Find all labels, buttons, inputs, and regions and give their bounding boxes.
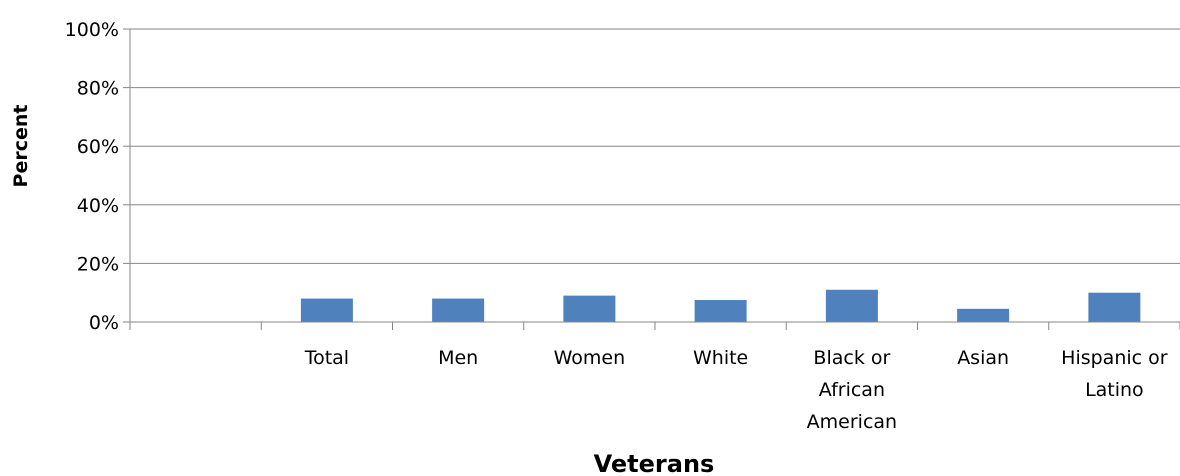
axes: 0% 20% 40% 60% 80% 100% Total Men Women White Blac… — [65, 19, 1180, 433]
bar — [694, 300, 747, 322]
bar — [1088, 292, 1141, 322]
x-tick-label: White — [693, 347, 748, 369]
y-tick-label: 40% — [77, 195, 119, 217]
gridlines — [130, 28, 1180, 264]
y-axis-title: Percent — [10, 105, 32, 188]
x-axis-title: Veterans — [594, 450, 715, 476]
bar — [957, 308, 1010, 322]
x-tick-label: Hispanic or — [1061, 347, 1168, 369]
bar — [300, 298, 353, 322]
x-tick-label: Women — [554, 347, 626, 369]
y-tick-label: 80% — [77, 78, 119, 100]
x-tick-label: Asian — [957, 347, 1009, 369]
x-tick-label: Latino — [1085, 379, 1144, 401]
x-tick-label: Men — [438, 347, 478, 369]
bar — [563, 295, 616, 322]
x-tick-label: Black or — [813, 347, 890, 369]
y-tick-label: 20% — [77, 253, 119, 275]
bars — [300, 289, 1141, 322]
x-tick-label: African — [819, 379, 885, 401]
x-tick-label: Total — [304, 347, 349, 369]
bar — [432, 298, 485, 322]
y-tick-label: 60% — [77, 136, 119, 158]
x-tick-label: American — [807, 411, 897, 433]
bar — [825, 289, 878, 322]
y-tick-label: 0% — [89, 312, 119, 334]
y-tick-label: 100% — [65, 19, 119, 41]
